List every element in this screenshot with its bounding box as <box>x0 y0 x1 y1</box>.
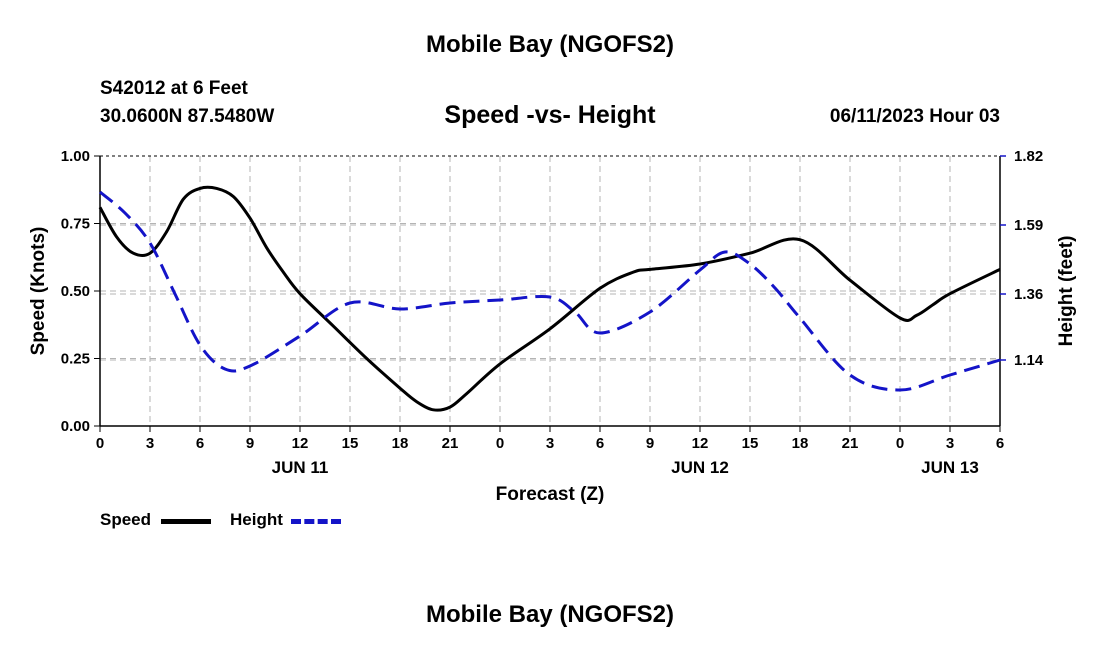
forecast-datetime: 06/11/2023 Hour 03 <box>829 106 1000 127</box>
y-tick-label-left: 0.50 <box>61 283 90 300</box>
x-tick-label: 18 <box>792 435 809 452</box>
x-tick-label: 21 <box>842 435 859 452</box>
x-tick-label: 3 <box>146 435 154 452</box>
x-tick-label: 3 <box>946 435 954 452</box>
x-tick-label: 21 <box>442 435 459 452</box>
x-tick-label: 6 <box>596 435 604 452</box>
station-coords: 30.0600N 87.5480W <box>100 106 275 127</box>
x-tick-label: 0 <box>96 435 104 452</box>
page-title: Mobile Bay (NGOFS2) <box>425 31 675 58</box>
y-tick-label-left: 0.75 <box>61 216 90 233</box>
y-tick-label-right: 1.82 <box>1014 148 1043 165</box>
x-tick-label: 6 <box>196 435 204 452</box>
x-tick-label: 15 <box>742 435 759 452</box>
y-tick-label-right: 1.14 <box>1014 352 1044 369</box>
series-line-speed <box>98 185 1001 412</box>
x-tick-label: 18 <box>392 435 409 452</box>
y-axis-label-right: Height (feet) <box>1056 236 1077 347</box>
x-tick-label: 0 <box>496 435 504 452</box>
y-tick-label-right: 1.59 <box>1014 217 1043 234</box>
y-tick-label-left: 1.00 <box>61 148 90 165</box>
y-tick-label-right: 1.36 <box>1014 286 1043 303</box>
y-tick-label-left: 0.00 <box>61 418 90 435</box>
footer-title: Mobile Bay (NGOFS2) <box>425 601 675 628</box>
day-label: JUN 11 <box>272 458 329 477</box>
x-axis-label: Forecast (Z) <box>496 484 605 505</box>
x-tick-label: 3 <box>546 435 554 452</box>
x-tick-label: 15 <box>342 435 359 452</box>
y-tick-label-left: 0.25 <box>61 351 90 368</box>
y-axis-label-left: Speed (Knots) <box>28 227 49 356</box>
chart-title: Speed -vs- Height <box>444 101 656 129</box>
x-tick-label: 12 <box>292 435 309 452</box>
speed-height-chart: 0 3 6 9 12 15 18 21 0 3 6 9 12 15 18 21 0 3 6 JUN 11 JUN 12 J… <box>28 148 1077 505</box>
x-tick-label: 0 <box>896 435 904 452</box>
day-label: JUN 12 <box>671 458 729 477</box>
series-line-height <box>99 190 1001 392</box>
legend-height-label: Height <box>230 510 283 529</box>
x-tick-label: 9 <box>246 435 254 452</box>
legend-height-swatch <box>291 519 341 524</box>
x-tick-label: 6 <box>996 435 1004 452</box>
x-tick-label: 12 <box>692 435 709 452</box>
day-label: JUN 13 <box>921 458 979 477</box>
legend-speed-label: Speed <box>100 510 152 529</box>
station-label: S42012 at 6 Feet <box>100 78 248 99</box>
x-tick-label: 9 <box>646 435 654 452</box>
legend-speed-swatch <box>161 519 211 524</box>
